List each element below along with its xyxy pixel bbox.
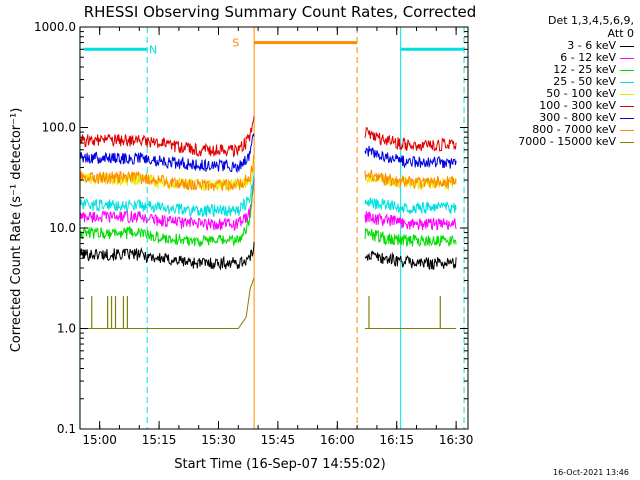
legend-entry: 7000 - 15000 keV	[484, 136, 634, 148]
legend-entry: 800 - 7000 keV	[484, 124, 634, 136]
flag-bar-label: N	[149, 43, 157, 56]
series-trace	[364, 250, 457, 271]
series-trace	[79, 241, 255, 271]
legend-swatch	[620, 81, 634, 83]
series-trace	[79, 277, 255, 329]
series-trace	[79, 173, 255, 218]
legend-swatch	[620, 129, 634, 131]
legend-header-detectors: Det 1,3,4,5,6,9,	[547, 14, 634, 27]
y-tick-label: 1000.0	[34, 20, 76, 34]
legend-swatch	[620, 105, 634, 107]
series-trace	[79, 116, 255, 158]
legend-entry-label: 800 - 7000 keV	[532, 123, 616, 136]
series-trace	[364, 210, 457, 231]
legend-swatch	[620, 69, 634, 71]
x-tick-label: 15:30	[201, 433, 236, 447]
series-trace	[364, 228, 457, 248]
legend-swatch	[620, 57, 634, 59]
series-trace	[79, 133, 255, 174]
series-trace	[364, 127, 457, 152]
x-tick-label: 16:00	[320, 433, 355, 447]
x-tick-label: 15:00	[82, 433, 117, 447]
legend-entry-label: 50 - 100 keV	[546, 87, 616, 100]
chart-title: RHESSI Observing Summary Count Rates, Co…	[84, 3, 477, 21]
legend-entry-label: 12 - 25 keV	[553, 63, 616, 76]
legend-header-attenuator: Att 0	[607, 27, 634, 40]
legend-entry-label: 3 - 6 keV	[567, 39, 616, 52]
x-tick-label: 16:15	[379, 433, 414, 447]
series-trace	[79, 178, 255, 232]
x-tick-label: 15:45	[261, 433, 296, 447]
legend-entry-label: 6 - 12 keV	[560, 51, 616, 64]
series-trace	[79, 153, 255, 192]
legend-entry-label: 7000 - 15000 keV	[518, 135, 616, 148]
legend: Det 1,3,4,5,6,9, Att 0 3 - 6 keV 6 - 12 k…	[484, 14, 634, 148]
plot-area: N S 1000.0 100.0 10.0 1.0 0.1 15:00 15:15 15:30 15…	[34, 20, 473, 447]
y-tick-label: 10.0	[49, 221, 76, 235]
legend-entries: 3 - 6 keV 6 - 12 keV 12 - 25 keV 25 - 50 ke…	[484, 40, 634, 148]
y-axis-label: Corrected Count Rate (s⁻¹ detector⁻¹)	[9, 108, 24, 353]
legend-entry: 25 - 50 keV	[484, 76, 634, 88]
series-trace	[364, 168, 457, 190]
flag-bar-label: S	[232, 37, 239, 50]
legend-swatch	[620, 93, 634, 95]
legend-swatch	[620, 117, 634, 119]
x-tick-label: 15:15	[142, 433, 177, 447]
legend-entry: 6 - 12 keV	[484, 52, 634, 64]
legend-entry-label: 100 - 300 keV	[539, 99, 616, 112]
series-trace	[79, 175, 255, 247]
x-axis-label: Start Time (16-Sep-07 14:55:02)	[174, 457, 385, 472]
legend-entry: 100 - 300 keV	[484, 100, 634, 112]
y-tick-label: 100.0	[42, 121, 76, 135]
series-trace	[364, 197, 457, 215]
x-tick-label: 16:30	[439, 433, 474, 447]
legend-entry: 12 - 25 keV	[484, 64, 634, 76]
y-tick-label: 0.1	[57, 422, 76, 436]
legend-swatch	[620, 45, 634, 47]
legend-entry: 300 - 800 keV	[484, 112, 634, 124]
legend-entry: 50 - 100 keV	[484, 88, 634, 100]
generation-timestamp: 16-Oct-2021 13:46	[553, 468, 629, 477]
legend-entry-label: 300 - 800 keV	[539, 111, 616, 124]
legend-entry: 3 - 6 keV	[484, 40, 634, 52]
y-tick-label: 1.0	[57, 322, 76, 336]
legend-entry-label: 25 - 50 keV	[553, 75, 616, 88]
series-trace	[364, 145, 457, 169]
legend-swatch	[620, 141, 634, 143]
